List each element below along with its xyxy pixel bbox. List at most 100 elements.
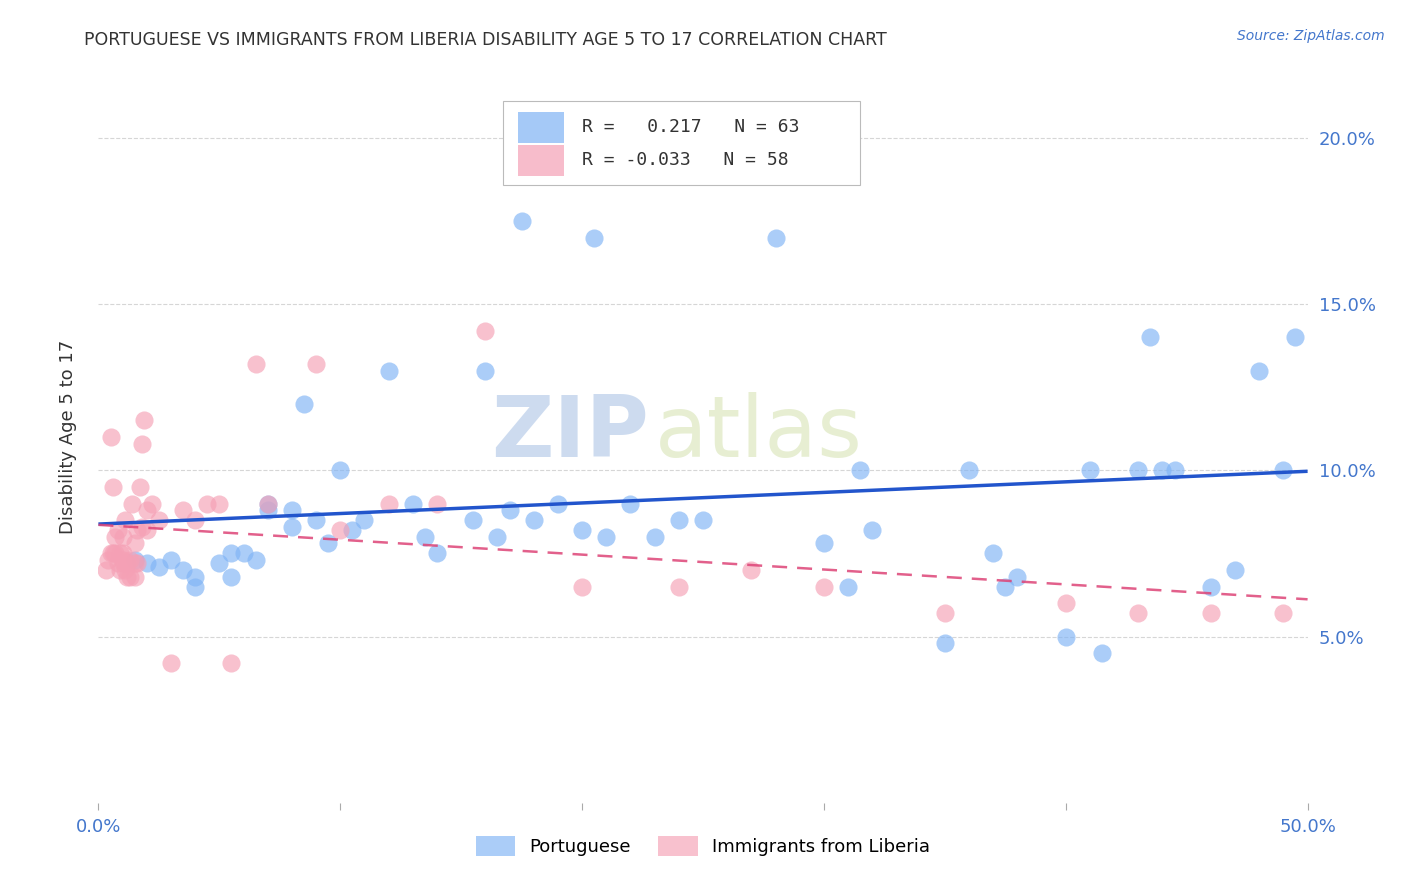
Y-axis label: Disability Age 5 to 17: Disability Age 5 to 17 [59,340,77,534]
Legend: Portuguese, Immigrants from Liberia: Portuguese, Immigrants from Liberia [468,829,938,863]
Point [498,503,520,517]
Point [329,463,352,477]
Point [1128,463,1150,477]
Point [1054,596,1077,610]
Point [740,164,762,178]
Point [111,557,134,571]
Text: PORTUGUESE VS IMMIGRANTS FROM LIBERIA DISABILITY AGE 5 TO 17 CORRELATION CHART: PORTUGUESE VS IMMIGRANTS FROM LIBERIA DI… [84,31,887,49]
Point [160,553,183,567]
Point [1091,646,1114,660]
Bar [517,112,564,143]
Point [118,570,141,584]
Point [994,580,1017,594]
Point [402,497,425,511]
Text: R = -0.033   N = 58: R = -0.033 N = 58 [582,152,789,169]
Point [329,523,352,537]
Point [100,546,122,560]
Point [668,580,690,594]
Point [172,563,194,577]
Point [256,497,278,511]
Point [101,480,124,494]
Point [1199,607,1222,621]
Point [305,513,328,527]
Point [1054,630,1077,644]
Point [184,580,207,594]
Point [124,536,146,550]
Point [1284,330,1306,344]
Point [124,553,146,567]
Point [184,513,207,527]
Point [547,497,569,511]
Point [104,546,127,560]
Point [1223,563,1246,577]
Point [108,563,131,577]
Point [692,513,714,527]
Point [523,513,546,527]
Point [765,230,787,244]
Point [245,357,267,371]
Point [114,563,136,577]
Point [256,503,278,517]
Point [221,656,243,670]
Point [281,520,304,534]
Point [571,523,593,537]
Point [121,497,143,511]
Point [135,503,157,517]
Point [813,580,835,594]
Point [101,546,124,560]
Point [644,530,666,544]
Point [94,563,117,577]
Text: ZIP: ZIP [491,392,648,475]
Point [934,607,956,621]
Point [208,497,231,511]
Point [377,497,399,511]
Point [148,513,170,527]
Point [107,557,129,571]
Point [1272,463,1295,477]
Point [837,580,859,594]
Point [849,463,872,477]
Point [1163,463,1185,477]
Text: R =   0.217   N = 63: R = 0.217 N = 63 [582,119,800,136]
Point [316,536,339,550]
Point [1272,607,1295,621]
FancyBboxPatch shape [503,101,860,185]
Point [860,523,883,537]
Point [1078,463,1101,477]
Point [184,570,207,584]
Point [97,553,120,567]
Point [981,546,1004,560]
Point [111,553,134,567]
Point [221,570,243,584]
Point [292,397,315,411]
Point [305,357,328,371]
Point [426,497,449,511]
Point [463,513,485,527]
Point [474,324,496,338]
Point [1128,607,1150,621]
Point [141,497,163,511]
Point [127,523,149,537]
Point [342,523,364,537]
Point [117,570,139,584]
Point [124,557,146,571]
Point [1007,570,1029,584]
Point [160,656,183,670]
Point [221,546,243,560]
Point [118,553,141,567]
Point [426,546,449,560]
Point [510,214,533,228]
Point [256,497,278,511]
Point [668,513,690,527]
Point [127,557,149,571]
Point [1199,580,1222,594]
Point [813,536,835,550]
Point [131,436,153,450]
Point [245,553,267,567]
Point [128,480,150,494]
Point [135,523,157,537]
Point [134,413,156,427]
Text: atlas: atlas [655,392,863,475]
Point [100,430,122,444]
Point [353,513,375,527]
